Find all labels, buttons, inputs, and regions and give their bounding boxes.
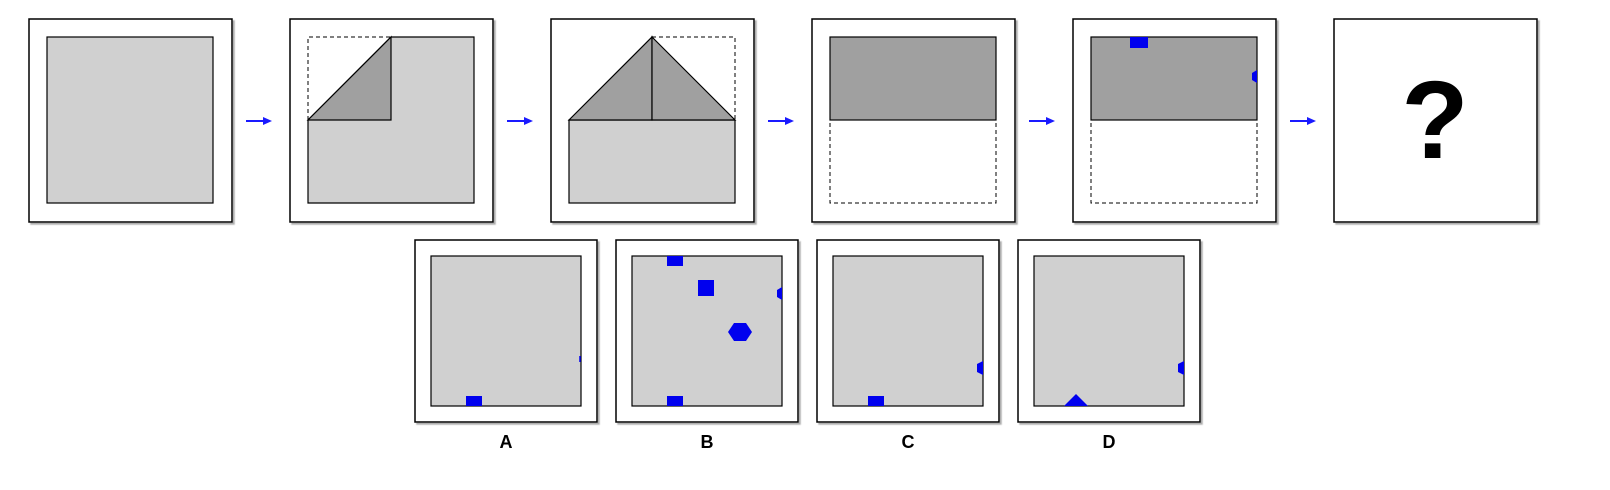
paper-square <box>46 36 214 204</box>
diamond-hole <box>1064 394 1088 406</box>
folded-paper <box>829 36 997 121</box>
arrow-icon <box>246 117 272 125</box>
arrow-icon <box>1290 117 1316 125</box>
step-1-panel <box>28 18 233 223</box>
option-d-label: D <box>1103 432 1116 452</box>
square-hole <box>1130 37 1148 48</box>
question-panel: ? <box>1333 18 1538 223</box>
arrow-icon <box>507 117 533 125</box>
hexagon-hole <box>977 361 983 375</box>
step-4-panel <box>811 18 1016 223</box>
question-mark: ? <box>1401 59 1468 182</box>
arrow-icon <box>768 117 794 125</box>
option-a[interactable]: A <box>414 239 598 452</box>
square-hole <box>868 396 884 406</box>
step-2-panel <box>289 18 494 223</box>
folded-paper <box>1090 36 1258 121</box>
option-c-label: C <box>902 432 915 452</box>
step-5-panel <box>1072 18 1277 223</box>
hexagon-hole <box>1252 70 1257 83</box>
option-b[interactable]: B <box>615 239 799 452</box>
hexagon-hole <box>1178 361 1184 375</box>
option-b-label: B <box>701 432 714 452</box>
hexagon-hole <box>777 287 782 300</box>
folded-flap <box>306 35 392 121</box>
option-a-label: A <box>500 432 513 452</box>
option-d[interactable]: D <box>1017 239 1201 452</box>
square-hole <box>667 396 683 406</box>
folded-flap-right <box>651 35 737 121</box>
square-hole <box>698 280 714 296</box>
paper-remaining <box>568 119 736 204</box>
step-3-panel <box>550 18 755 223</box>
square-hole <box>667 256 683 266</box>
hexagon-hole <box>728 323 752 341</box>
square-hole <box>466 396 482 406</box>
arrow-icon <box>1029 117 1055 125</box>
option-c[interactable]: C <box>816 239 1000 452</box>
